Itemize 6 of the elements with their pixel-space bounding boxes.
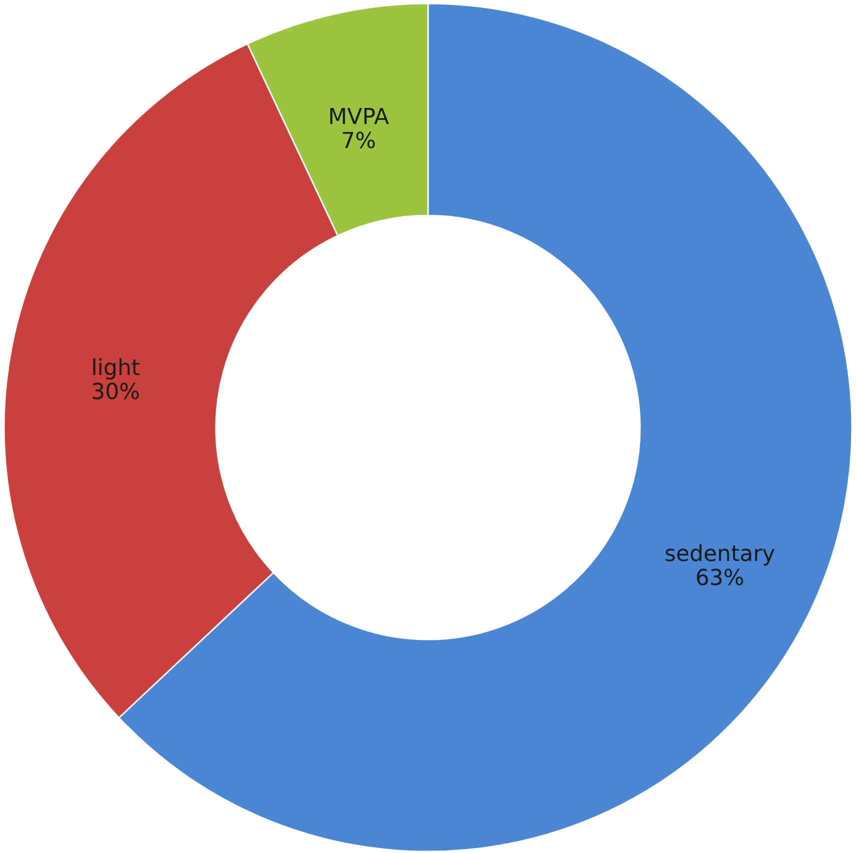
data-label: 7% <box>341 129 376 154</box>
slice-label: light <box>91 356 140 381</box>
data-label: 63% <box>695 566 744 591</box>
slice-label: sedentary <box>664 542 776 567</box>
slice-label: MVPA <box>328 105 390 130</box>
data-label: 30% <box>91 380 140 405</box>
